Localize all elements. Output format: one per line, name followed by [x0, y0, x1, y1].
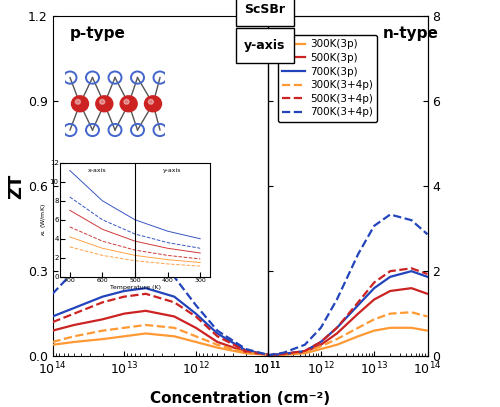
Text: y-axis: y-axis	[163, 168, 182, 173]
X-axis label: Temperature (K): Temperature (K)	[110, 284, 160, 289]
Circle shape	[96, 96, 113, 112]
Text: y-axis: y-axis	[244, 39, 286, 52]
Circle shape	[76, 99, 80, 104]
Circle shape	[100, 99, 105, 104]
Text: x-axis: x-axis	[88, 168, 107, 173]
Circle shape	[72, 96, 88, 112]
Text: p-type: p-type	[70, 26, 126, 42]
Y-axis label: ZT: ZT	[7, 173, 25, 199]
Text: n-type: n-type	[382, 26, 438, 42]
Circle shape	[144, 96, 162, 112]
Circle shape	[124, 99, 129, 104]
Circle shape	[148, 99, 154, 104]
Y-axis label: $\kappa_L$ (W/mK): $\kappa_L$ (W/mK)	[39, 203, 48, 236]
Circle shape	[120, 96, 137, 112]
Text: Concentration (cm⁻²): Concentration (cm⁻²)	[150, 391, 330, 406]
Legend: 300K(3p), 500K(3p), 700K(3p), 300K(3+4p), 500K(3+4p), 700K(3+4p): 300K(3p), 500K(3p), 700K(3p), 300K(3+4p)…	[278, 35, 377, 122]
Text: ScSBr: ScSBr	[244, 3, 286, 15]
